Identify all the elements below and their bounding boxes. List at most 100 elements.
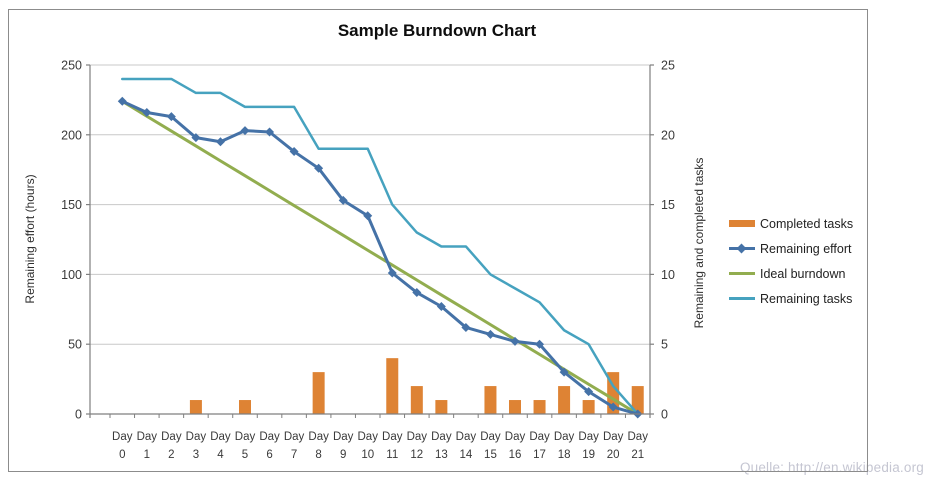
left-tick-label: 250 (61, 59, 82, 73)
x-tick-label: 6 (266, 449, 272, 461)
legend-label: Remaining effort (760, 241, 852, 256)
legend-item: Ideal burndown (729, 261, 853, 286)
x-tick-label: 4 (217, 449, 224, 461)
bar-completed-tasks (484, 386, 497, 414)
bar-completed-tasks (509, 400, 521, 414)
diamond-marker-icon (314, 163, 324, 173)
diamond-marker-icon (215, 137, 225, 147)
chart-title: Sample Burndown Chart (337, 21, 537, 40)
x-tick-label: Day (210, 431, 231, 443)
bar-swatch-icon (729, 220, 755, 227)
diamond-marker-icon (265, 127, 275, 137)
x-tick-label: 21 (631, 449, 644, 461)
left-tick-label: 100 (61, 268, 82, 282)
x-tick-label: Day (382, 431, 403, 443)
x-tick-label: Day (628, 431, 649, 443)
bar-completed-tasks (386, 358, 399, 414)
x-tick-label: Day (431, 431, 452, 443)
x-tick-label: Day (554, 431, 575, 443)
legend-item: Completed tasks (729, 211, 853, 236)
right-tick-label: 10 (661, 268, 675, 282)
legend-item: Remaining effort (729, 236, 853, 261)
x-tick-label: 3 (193, 449, 199, 461)
x-tick-label: Day (161, 431, 182, 443)
diamond-marker-icon (510, 336, 520, 346)
bar-completed-tasks (533, 400, 546, 414)
left-tick-label: 0 (75, 408, 82, 422)
diamond-marker-icon (338, 195, 348, 205)
diamond-marker-icon (191, 133, 201, 143)
x-tick-label: 15 (484, 449, 497, 461)
x-tick-label: Day (284, 431, 305, 443)
legend-label: Completed tasks (760, 216, 854, 231)
diamond-marker-icon (608, 402, 618, 412)
x-tick-label: Day (505, 431, 526, 443)
diamond-marker-icon (559, 367, 569, 377)
left-tick-label: 50 (68, 338, 82, 352)
x-tick-label: 12 (410, 449, 423, 461)
chart-frame (8, 9, 868, 472)
x-tick-label: 5 (242, 449, 248, 461)
diamond-marker-icon (240, 126, 250, 136)
x-tick-label: 20 (607, 449, 620, 461)
right-tick-label: 0 (661, 408, 668, 422)
x-tick-label: 16 (509, 449, 522, 461)
x-tick-label: Day (358, 431, 379, 443)
diamond-marker-icon (166, 112, 176, 122)
bar-completed-tasks (410, 386, 423, 414)
x-tick-label: 8 (315, 449, 321, 461)
x-tick-label: Day (112, 431, 133, 443)
right-tick-label: 5 (661, 338, 668, 352)
diamond-marker-icon (117, 96, 127, 106)
left-tick-label: 200 (61, 128, 82, 142)
x-tick-label: Day (456, 431, 477, 443)
x-tick-label: Day (186, 431, 207, 443)
right-tick-label: 25 (661, 59, 675, 73)
diamond-marker-icon (412, 288, 422, 298)
diamond-marker-icon (736, 243, 747, 253)
bar-completed-tasks (239, 400, 251, 414)
bar-completed-tasks (631, 386, 644, 414)
x-tick-label: Day (235, 431, 256, 443)
x-tick-label: 17 (533, 449, 546, 461)
bar-completed-tasks (189, 400, 202, 414)
diamond-marker-icon (436, 302, 446, 312)
x-tick-label: Day (529, 431, 550, 443)
x-tick-label: Day (259, 431, 280, 443)
line-swatch-icon (729, 297, 755, 300)
x-tick-label: 9 (340, 449, 346, 461)
bar-completed-tasks (558, 386, 571, 414)
right-tick-label: 15 (661, 198, 675, 212)
legend: Completed tasks Remaining effort Ideal b… (729, 211, 853, 311)
x-tick-label: 0 (119, 449, 125, 461)
series-remaining-tasks (121, 77, 639, 416)
x-tick-label: 14 (460, 449, 473, 461)
legend-label: Remaining tasks (760, 291, 853, 306)
diamond-marker-icon (535, 339, 545, 349)
diamond-marker-icon (363, 211, 373, 221)
x-tick-label: 1 (144, 449, 150, 461)
diamond-marker-icon (584, 387, 594, 397)
x-tick-label: Day (137, 431, 158, 443)
x-tick-label: 19 (582, 449, 595, 461)
diamond-marker-icon (142, 107, 152, 117)
diamond-marker-icon (289, 147, 299, 157)
x-tick-label: 7 (291, 449, 297, 461)
left-tick-label: 150 (61, 198, 82, 212)
bar-completed-tasks (435, 400, 448, 414)
x-tick-label: 13 (435, 449, 448, 461)
x-tick-label: Day (308, 431, 329, 443)
right-axis-title: Remaining and completed tasks (692, 157, 706, 329)
series-remaining-effort (120, 99, 640, 416)
x-tick-label: Day (578, 431, 599, 443)
diamond-marker-icon (485, 329, 495, 339)
x-tick-label: Day (333, 431, 354, 443)
x-tick-label: 2 (168, 449, 174, 461)
legend-label: Ideal burndown (760, 266, 846, 281)
bar-completed-tasks (582, 400, 595, 414)
x-tick-label: 10 (361, 449, 374, 461)
right-tick-label: 20 (661, 128, 675, 142)
series-ideal-burndown (120, 99, 640, 416)
